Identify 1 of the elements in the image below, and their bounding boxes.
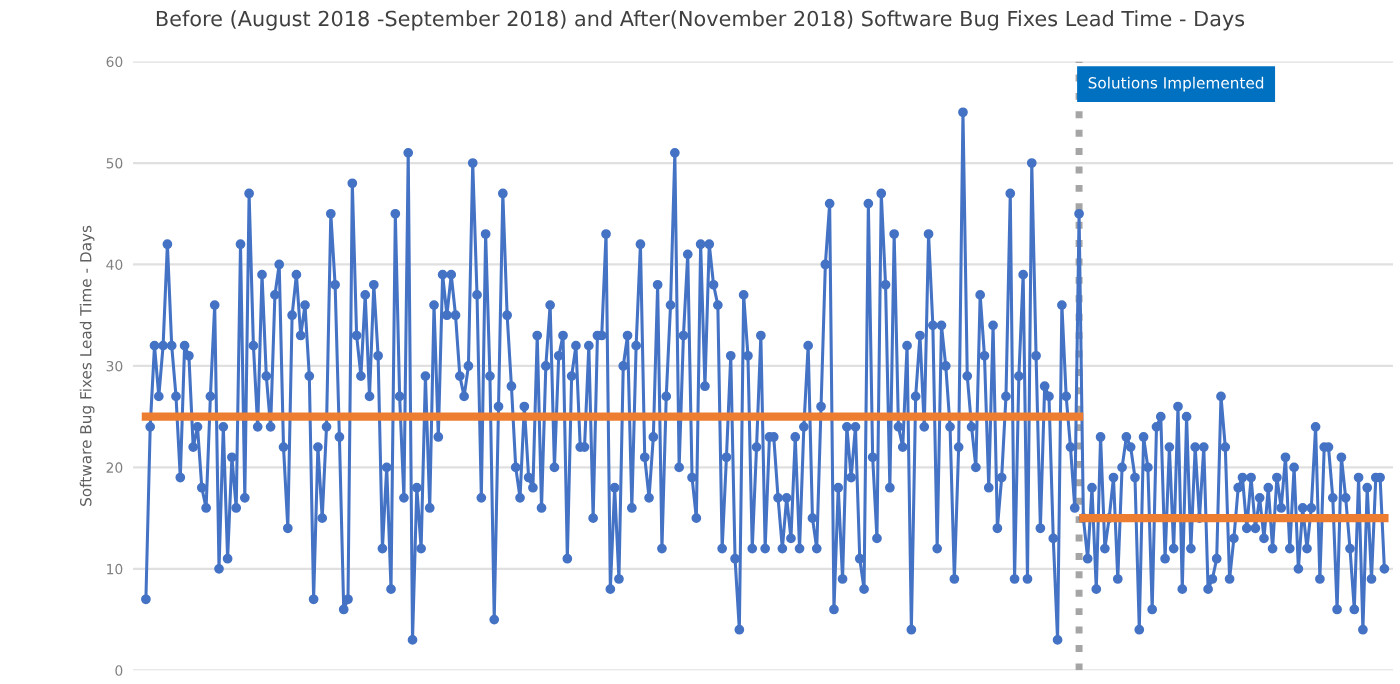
chart-title: Before (August 2018 -September 2018) and After(November 2018) Software Bug Fixes Lead Time - Days (156, 10, 1245, 31)
